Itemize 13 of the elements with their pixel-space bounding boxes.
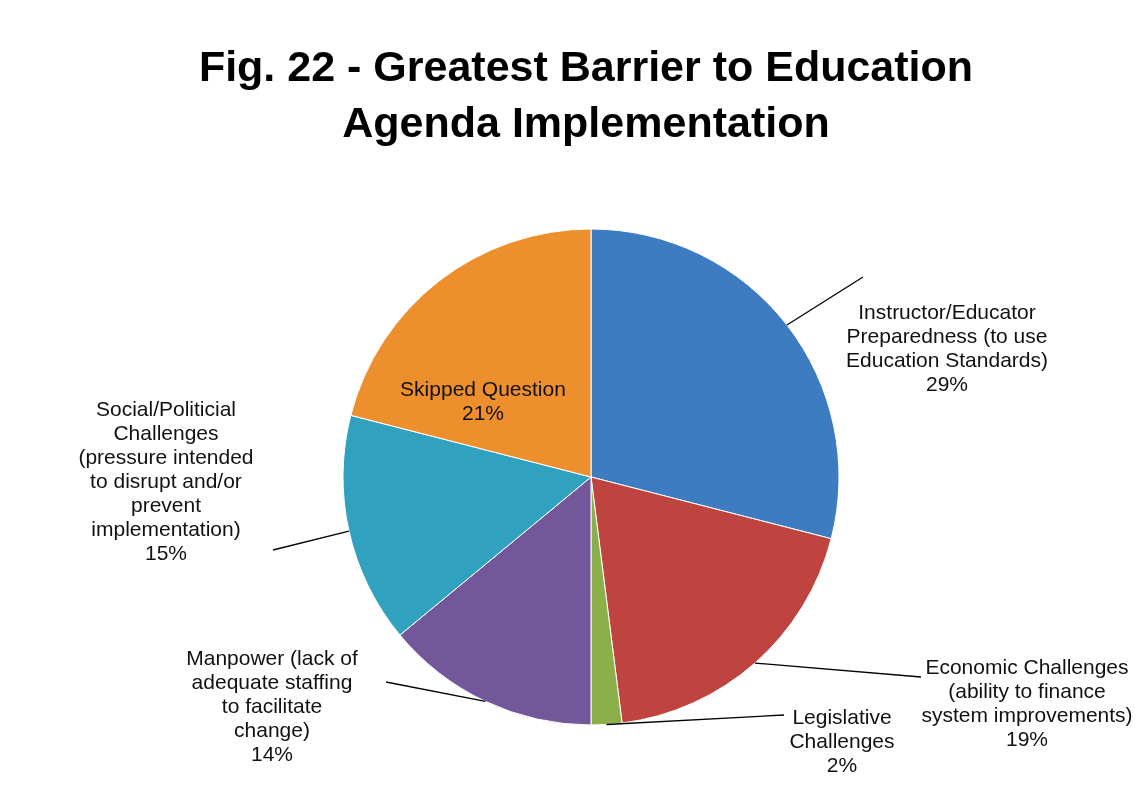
slice-label: Instructor/Educator Preparedness (to use Education Standards) [846, 299, 1048, 371]
slice-label: Skipped Question [400, 376, 566, 400]
slice-label: Social/Politicial Challenges (pressure intended to disrupt and/or prevent implementation) [78, 396, 254, 540]
data-label: 15% [144, 540, 188, 564]
slice-label: Legislative Challenges [789, 704, 895, 752]
data-label: 2% [826, 752, 858, 776]
chart-title: Fig. 22 - Greatest Barrier to Education Agenda Implementation [197, 41, 975, 148]
data-label: 29% [925, 371, 969, 395]
data-label: 21% [461, 400, 505, 424]
data-label: 19% [1005, 726, 1049, 750]
data-label: 14% [250, 741, 294, 765]
slice-label: Manpower (lack of adequate staffing to facilitate change) [186, 645, 358, 741]
slice-label: Economic Challenges (ability to finance system improvements) [921, 654, 1133, 726]
